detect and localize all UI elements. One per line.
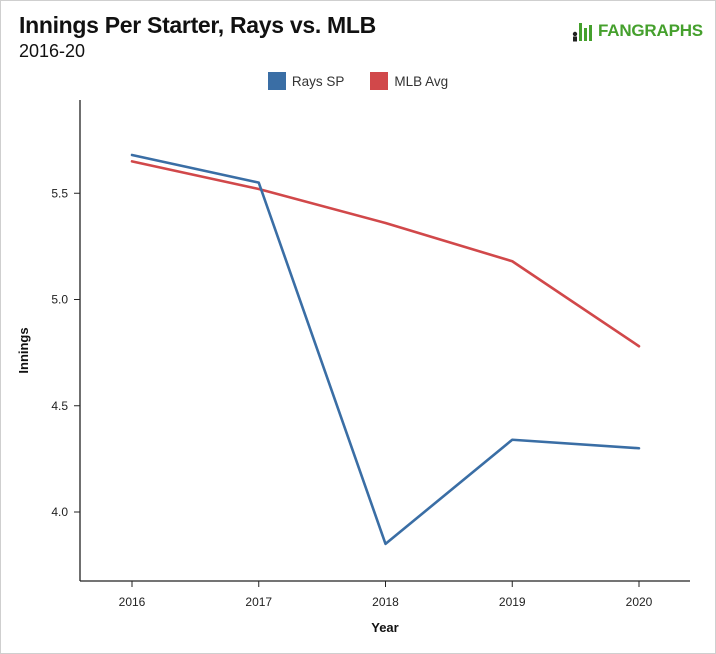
y-axis-title: Innings — [16, 327, 31, 373]
chart-ticks: 4.0 4.5 5.0 5.5 2016 2017 2018 2019 2020 — [51, 186, 652, 609]
y-tick-label: 4.0 — [51, 505, 68, 519]
batter-icon — [572, 23, 592, 42]
y-tick-label: 5.5 — [51, 186, 68, 200]
legend-swatch-mlb — [370, 72, 389, 90]
chart-lines — [130, 153, 641, 546]
x-axis-title: Year — [371, 620, 398, 635]
logo-text-fan: FAN — [598, 21, 632, 40]
x-tick-label: 2016 — [119, 595, 146, 609]
legend-swatch-rays — [267, 72, 286, 90]
fangraphs-logo[interactable]: FAN GRAPHS — [570, 20, 703, 42]
legend-item-rays[interactable]: Rays SP — [267, 72, 345, 90]
legend-label-rays: Rays SP — [291, 73, 345, 89]
chart-subtitle: 2016-20 — [19, 41, 86, 61]
y-tick-label: 5.0 — [51, 293, 68, 307]
legend-item-mlb[interactable]: MLB Avg — [370, 72, 448, 90]
series-line-rays-sp — [130, 153, 641, 546]
chart-legend: Rays SP MLB Avg — [0, 72, 716, 90]
legend-label-mlb: MLB Avg — [394, 73, 449, 89]
x-tick-label: 2018 — [372, 595, 399, 609]
x-tick-label: 2017 — [245, 595, 272, 609]
x-tick-label: 2020 — [626, 595, 653, 609]
series-line-mlb-avg — [130, 160, 641, 348]
chart-axes — [79, 100, 690, 582]
x-tick-label: 2019 — [499, 595, 526, 609]
chart-title: Innings Per Starter, Rays vs. MLB — [19, 12, 376, 38]
y-tick-label: 4.5 — [51, 399, 68, 413]
logo-text-graphs: GRAPHS — [631, 21, 703, 40]
